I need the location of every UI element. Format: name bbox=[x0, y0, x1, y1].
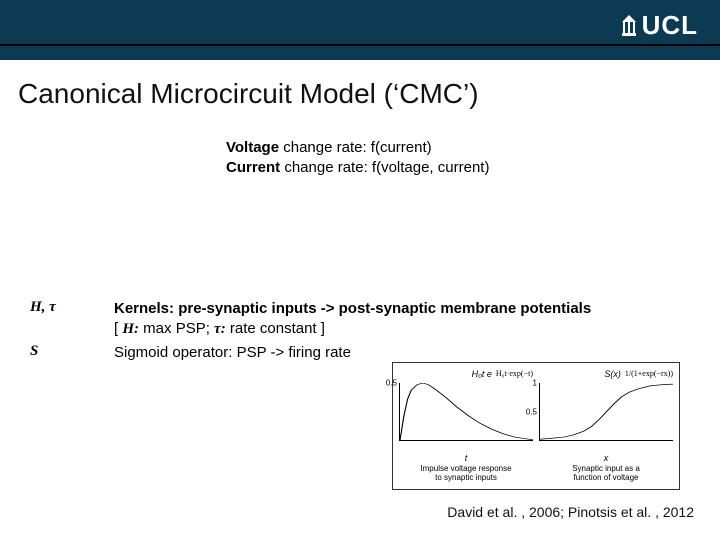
top-banner: UCL bbox=[0, 0, 720, 60]
left-panel: H₀t e H₀t·exp(−t) 0.5 t Impulse voltage … bbox=[399, 369, 533, 483]
ucl-logo: UCL bbox=[622, 10, 698, 41]
right-ytick-top: 1 bbox=[533, 379, 540, 388]
right-ytick-mid: 0.5 bbox=[526, 407, 540, 416]
left-caption: Impulse voltage response to synaptic inp… bbox=[399, 465, 533, 483]
right-caption-l2: function of voltage bbox=[574, 473, 639, 482]
kernel-close: rate constant ] bbox=[226, 320, 325, 337]
left-axis-label: t bbox=[399, 453, 533, 463]
left-curve bbox=[400, 383, 533, 440]
current-rest: change rate: f(voltage, current) bbox=[280, 159, 489, 176]
right-caption-l1: Synaptic input as a bbox=[572, 464, 640, 473]
kernel-symbol: H, τ bbox=[30, 299, 106, 316]
right-caption: Synaptic input as a function of voltage bbox=[539, 465, 673, 483]
citation: David et al. , 2006; Pinotsis et al. , 2… bbox=[447, 504, 694, 520]
rate-equations: Voltage change rate: f(current) Current … bbox=[226, 138, 720, 179]
banner-divider bbox=[0, 44, 720, 46]
sigmoid-desc: Sigmoid operator: PSP -> firing rate bbox=[114, 343, 720, 363]
right-panel: S(x) 1/(1+exp(−rx)) 1 0.5 x Synaptic inp… bbox=[539, 369, 673, 483]
left-curve-svg bbox=[400, 383, 533, 440]
kernel-desc-line1: Kernels: pre-synaptic inputs -> post-syn… bbox=[114, 300, 591, 317]
left-panel-title: H₀t e bbox=[472, 369, 492, 379]
right-axis-label: x bbox=[539, 453, 673, 463]
left-caption-l2: to synaptic inputs bbox=[435, 473, 497, 482]
left-caption-l1: Impulse voltage response bbox=[420, 464, 511, 473]
voltage-lead: Voltage bbox=[226, 139, 279, 156]
voltage-rate-line: Voltage change rate: f(current) bbox=[226, 138, 720, 158]
right-curve bbox=[540, 384, 673, 439]
current-rate-line: Current change rate: f(voltage, current) bbox=[226, 158, 720, 178]
kernel-tau: τ: bbox=[214, 321, 226, 337]
slide-title: Canonical Microcircuit Model (‘CMC’) bbox=[18, 78, 720, 110]
inset-figure: H₀t e H₀t·exp(−t) 0.5 t Impulse voltage … bbox=[392, 362, 680, 490]
right-panel-formula: 1/(1+exp(−rx)) bbox=[625, 369, 673, 378]
kernel-desc: Kernels: pre-synaptic inputs -> post-syn… bbox=[114, 299, 720, 340]
left-ytick-top: 0.5 bbox=[386, 379, 400, 388]
right-panel-title: S(x) bbox=[604, 369, 621, 379]
kernel-H: H: bbox=[122, 321, 139, 337]
current-lead: Current bbox=[226, 159, 280, 176]
right-curve-svg bbox=[540, 383, 673, 440]
kernel-mid: max PSP; bbox=[139, 320, 214, 337]
left-plot: 0.5 bbox=[399, 383, 533, 441]
right-plot: 1 0.5 bbox=[539, 383, 673, 441]
definitions: H, τ Kernels: pre-synaptic inputs -> pos… bbox=[30, 299, 720, 364]
logo-text: UCL bbox=[642, 10, 698, 41]
voltage-rest: change rate: f(current) bbox=[279, 139, 432, 156]
left-panel-formula: H₀t·exp(−t) bbox=[496, 369, 533, 378]
ucl-portico-icon bbox=[622, 15, 636, 37]
sigmoid-symbol: S bbox=[30, 343, 106, 360]
